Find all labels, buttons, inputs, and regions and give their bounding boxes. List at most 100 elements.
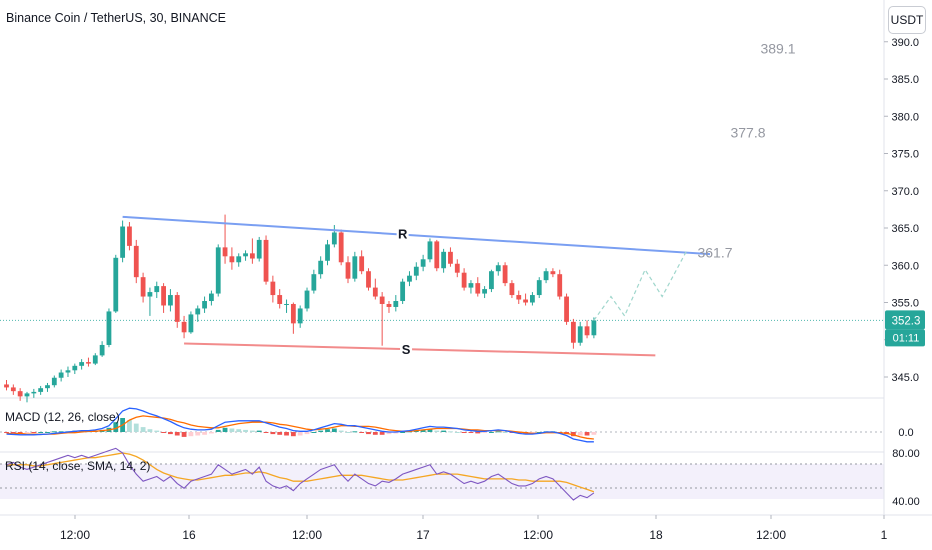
candle-up — [352, 256, 358, 279]
candle-up — [215, 247, 221, 294]
candle-up — [243, 253, 248, 257]
macd-histogram-bar — [181, 432, 187, 437]
candle-down — [461, 272, 467, 288]
rsi-tick-label: 40.00 — [892, 496, 920, 508]
candle-down — [516, 295, 522, 300]
macd-histogram-bar — [249, 430, 255, 432]
candle-down — [584, 326, 590, 336]
candle-down — [502, 265, 508, 284]
candle-up — [120, 226, 126, 258]
target-price-label: 389.1 — [760, 40, 795, 56]
candle-down — [249, 253, 255, 259]
candle-down — [161, 286, 166, 306]
resistance-line[interactable] — [122, 215, 711, 256]
candle-up — [543, 271, 549, 281]
macd-histogram-bar — [290, 432, 296, 437]
projection-path[interactable] — [593, 251, 687, 321]
macd-histogram-bar — [4, 432, 9, 433]
macd-tick-label: 0.0 — [898, 427, 913, 439]
macd-histogram-bar — [325, 429, 330, 432]
candle-up — [99, 344, 105, 356]
candle-up — [79, 362, 85, 366]
candle-up — [325, 244, 330, 261]
current-price-badge — [885, 310, 925, 330]
candle-up — [236, 256, 242, 263]
candle-up — [420, 259, 426, 267]
candle-up — [407, 275, 412, 282]
macd-histogram-bar — [195, 432, 201, 436]
candle-up — [284, 303, 289, 305]
currency-button[interactable]: USDT — [888, 6, 926, 34]
macd-histogram-bar — [345, 432, 351, 433]
time-tick-label: 12:00 — [292, 528, 322, 542]
candles-group — [4, 214, 597, 403]
candle-down — [17, 391, 23, 397]
macd-histogram-bar — [495, 431, 501, 433]
macd-histogram-bar — [454, 432, 460, 433]
target-price-label: 377.8 — [730, 125, 765, 141]
candle-up — [24, 393, 30, 397]
macd-histogram-bar — [468, 432, 474, 433]
macd-histogram-bar — [338, 430, 344, 432]
time-tick-label: 12:00 — [523, 528, 553, 542]
price-tick-label: 385.0 — [891, 74, 919, 86]
candle-up — [297, 308, 303, 324]
candle-up — [413, 266, 419, 276]
candle-down — [181, 321, 187, 333]
macd-histogram-bar — [489, 432, 494, 433]
macd-histogram-bar — [516, 432, 522, 434]
candle-down — [222, 247, 228, 257]
candle-up — [65, 370, 71, 373]
macd-histogram-bar — [229, 428, 235, 432]
macd-histogram-bar — [359, 432, 365, 433]
candle-down — [345, 262, 351, 279]
macd-histogram-bar — [140, 427, 146, 432]
support-line[interactable] — [184, 342, 656, 357]
candle-down — [359, 256, 365, 272]
macd-histogram-bar — [461, 432, 467, 433]
macd-histogram-bar — [24, 432, 30, 433]
price-tick-label: 390.0 — [891, 37, 919, 49]
macd-histogram-bar — [236, 429, 242, 432]
macd-histogram-bar — [277, 432, 283, 435]
candle-up — [45, 385, 50, 389]
macd-histogram-bar — [168, 432, 173, 435]
candle-down — [564, 296, 569, 322]
macd-histogram-bar — [591, 432, 597, 435]
price-tick-label: 375.0 — [891, 149, 919, 161]
candle-up — [331, 232, 337, 245]
macd-histogram-bar — [502, 432, 508, 433]
price-tick-label: 360.0 — [891, 260, 919, 272]
macd-histogram-bar — [51, 431, 57, 433]
candle-up — [489, 271, 494, 290]
symbol-title: Binance Coin / TetherUS, 30, BINANCE — [6, 11, 227, 25]
macd-histogram-bar — [270, 432, 276, 435]
time-tick-label: 17 — [416, 528, 430, 542]
macd-histogram-bar — [352, 431, 358, 433]
macd-histogram-bar — [31, 432, 37, 433]
macd-histogram-bar — [154, 430, 160, 432]
macd-histogram-bar — [17, 432, 23, 434]
price-tick-label: 365.0 — [891, 223, 919, 235]
candle-down — [509, 283, 515, 296]
candle-down — [570, 321, 576, 343]
macd-histogram-bar — [536, 432, 542, 433]
macd-histogram-bar — [318, 430, 324, 432]
macd-histogram-bar — [372, 432, 378, 435]
candle-down — [10, 387, 16, 392]
candle-down — [4, 384, 9, 388]
candle-up — [113, 257, 119, 312]
macd-histogram-bar — [113, 422, 119, 432]
candle-up — [441, 251, 447, 269]
price-tick-label: 380.0 — [891, 111, 919, 123]
support-label: S — [402, 342, 411, 357]
resistance-label-bg — [396, 226, 409, 243]
macd-histogram-bar — [297, 432, 303, 436]
price-tick-label: 370.0 — [891, 186, 919, 198]
candle-down — [557, 274, 563, 297]
macd-histogram-bar — [243, 429, 248, 432]
candle-up — [51, 377, 57, 386]
macd-histogram-bar — [58, 431, 64, 433]
